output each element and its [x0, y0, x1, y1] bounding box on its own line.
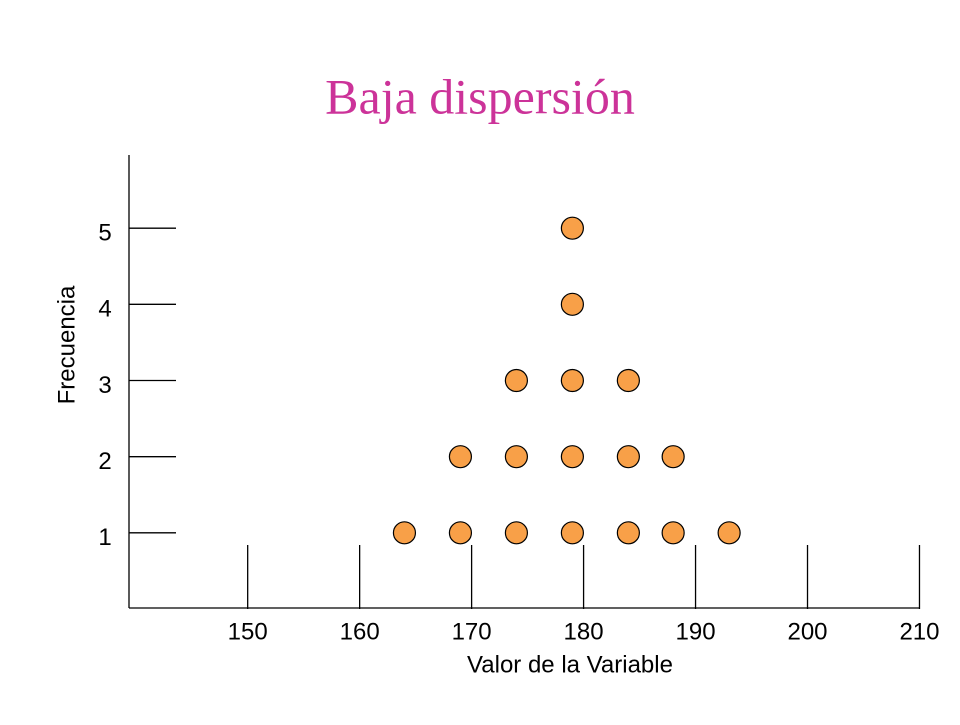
- dot: [717, 521, 741, 545]
- x-axis-label: Valor de la Variable: [467, 651, 673, 678]
- dot: [560, 292, 584, 316]
- dot: [616, 445, 640, 469]
- dot: [616, 521, 640, 545]
- dot: [560, 216, 584, 240]
- y-tick-label: 1: [98, 524, 111, 551]
- dot: [661, 521, 685, 545]
- x-tick-label: 170: [452, 618, 492, 645]
- dot: [504, 521, 529, 545]
- x-tick-label: 150: [228, 618, 268, 645]
- x-tick-label: 160: [340, 618, 380, 645]
- dot: [560, 521, 584, 545]
- dot: [392, 521, 417, 545]
- x-tick-label: 190: [676, 618, 716, 645]
- dot: [504, 368, 529, 393]
- y-tick-label: 5: [98, 220, 111, 247]
- y-tick-label: 3: [98, 372, 111, 399]
- x-tick-label: 210: [899, 618, 939, 645]
- dot: [504, 445, 529, 469]
- dot: [661, 445, 685, 469]
- y-tick-label: 2: [98, 448, 111, 475]
- dot: [616, 368, 640, 393]
- y-tick-label: 4: [98, 296, 111, 323]
- x-tick-label: 180: [564, 618, 604, 645]
- chart-title: Baja dispersión: [325, 68, 635, 124]
- dot: [560, 445, 584, 469]
- x-tick-label: 200: [787, 618, 827, 645]
- dot: [560, 368, 584, 393]
- y-axis-label: Frecuencia: [53, 285, 80, 404]
- dot: [448, 445, 473, 469]
- dot: [448, 521, 473, 545]
